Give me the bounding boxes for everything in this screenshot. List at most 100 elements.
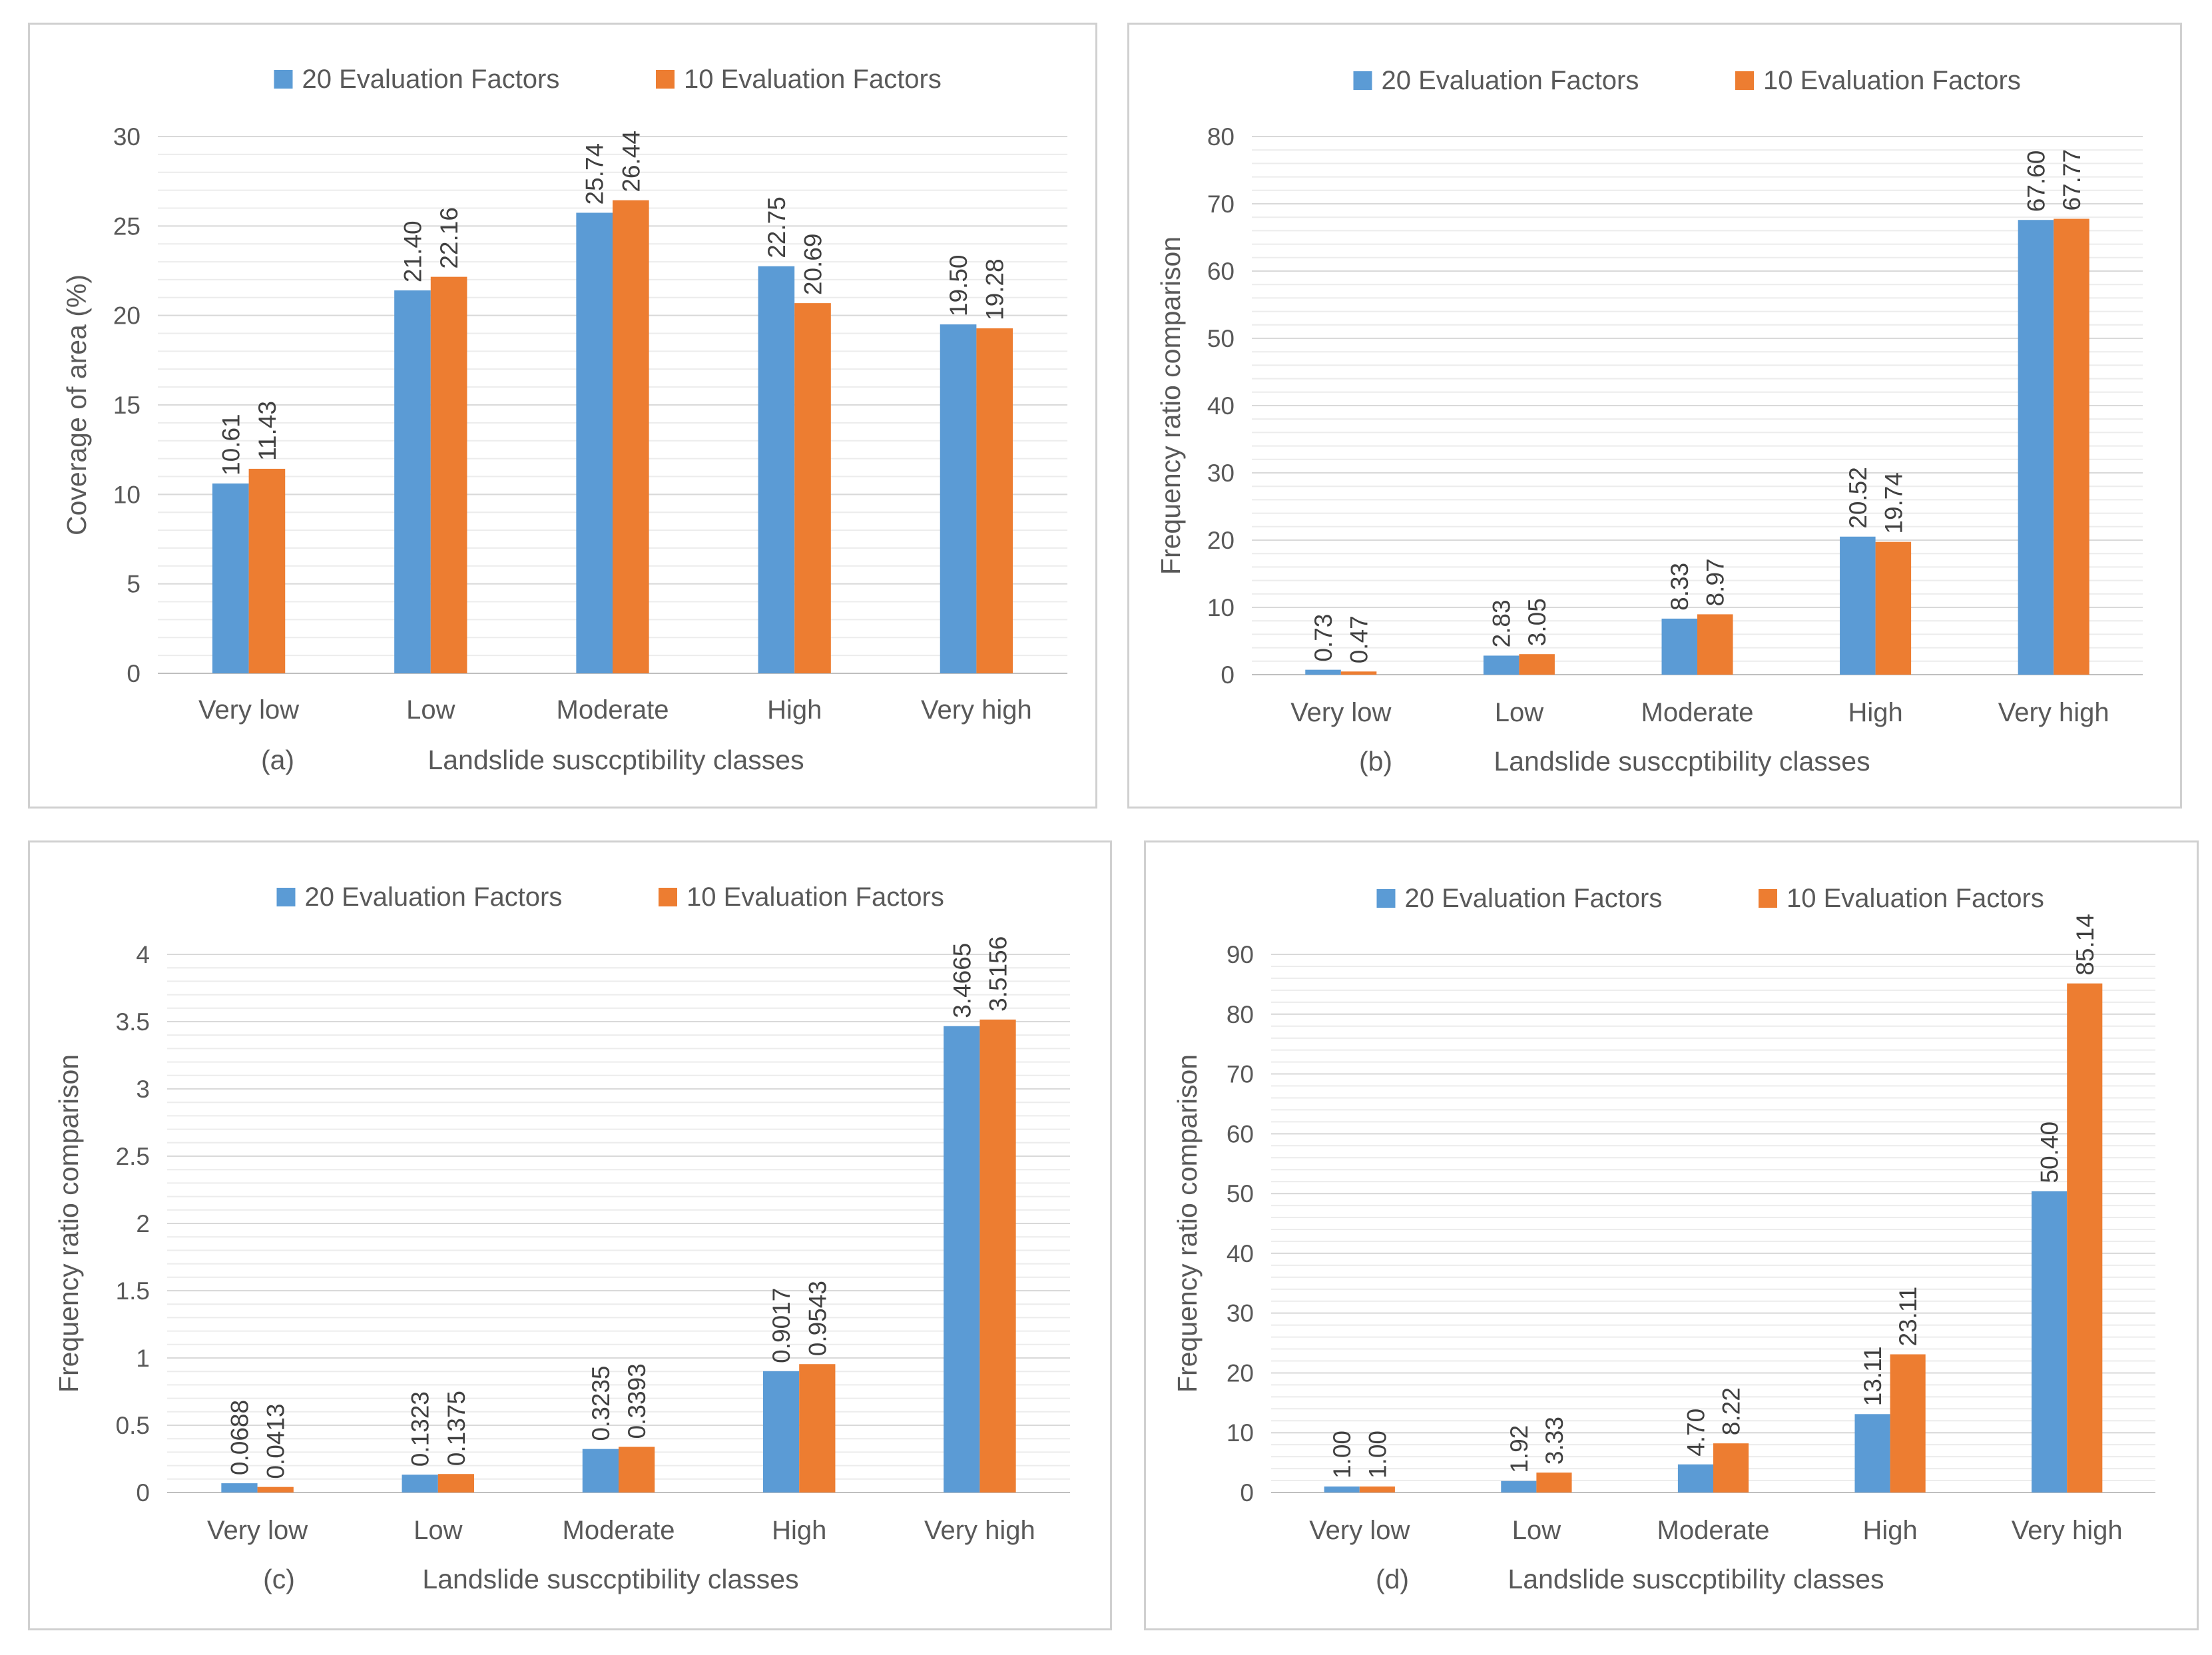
chart-d-ytick-label: 60 bbox=[1227, 1120, 1254, 1148]
chart-d-data-label: 85.14 bbox=[2072, 914, 2099, 976]
chart-a-ytick-label: 5 bbox=[127, 571, 140, 598]
chart-c-data-label: 3.4665 bbox=[948, 943, 975, 1018]
chart-a-svg: 0 5 10 15 20 25 30 10.61 11.43 Very low 21.40 22.16… bbox=[61, 65, 1067, 775]
chart-b-bar-series1 bbox=[2018, 220, 2054, 675]
chart-a-legend: 20 Evaluation Factors 10 Evaluation Facto… bbox=[274, 65, 942, 94]
chart-b-ytick-label: 30 bbox=[1207, 460, 1235, 487]
chart-a-bar-series1 bbox=[212, 483, 249, 673]
legend-swatch-series1 bbox=[1376, 889, 1396, 908]
chart-c-data-label: 0.0413 bbox=[262, 1403, 290, 1479]
chart-b-data-label: 20.52 bbox=[1844, 467, 1872, 529]
chart-a-data-label: 10.61 bbox=[217, 414, 244, 476]
chart-b-bar-series2 bbox=[1697, 614, 1733, 675]
chart-a-bar-series1 bbox=[576, 212, 613, 673]
chart-b-data-label: 67.77 bbox=[2058, 149, 2085, 211]
chart-a-bar-series2 bbox=[248, 468, 286, 673]
chart-c-category-label: Moderate bbox=[563, 1516, 675, 1545]
chart-a-data-label: 19.28 bbox=[981, 258, 1009, 320]
chart-c-y-axis-title: Frequency ratio comparison bbox=[53, 1054, 84, 1393]
legend-label-series2: 10 Evaluation Factors bbox=[687, 882, 944, 912]
chart-d-category-label: Low bbox=[1512, 1516, 1561, 1545]
chart-d-data-label: 1.00 bbox=[1328, 1431, 1356, 1479]
chart-b-y-axis-title: Frequency ratio comparison bbox=[1155, 236, 1186, 575]
chart-c-data-label: 0.1323 bbox=[407, 1391, 434, 1467]
chart-c-ytick-label: 3.5 bbox=[116, 1008, 150, 1036]
chart-d-ytick-label: 80 bbox=[1227, 1001, 1254, 1028]
chart-d-legend: 20 Evaluation Factors 10 Evaluation Facto… bbox=[1376, 884, 2044, 913]
chart-c-category-label: Very low bbox=[207, 1516, 308, 1545]
legend-swatch-series2 bbox=[1735, 71, 1754, 90]
chart-d-category-label: Very high bbox=[2012, 1516, 2123, 1545]
chart-d-y-axis-title: Frequency ratio comparison bbox=[1172, 1054, 1203, 1393]
chart-d-ytick-label: 50 bbox=[1227, 1180, 1254, 1207]
chart-d-data-label: 1.00 bbox=[1364, 1431, 1391, 1479]
chart-b-ytick-label: 70 bbox=[1207, 190, 1235, 218]
chart-b-data-label: 3.05 bbox=[1523, 598, 1551, 646]
chart-d-minor-gridlines bbox=[1271, 965, 2155, 1482]
chart-d-data-label: 4.70 bbox=[1682, 1409, 1709, 1457]
chart-c-data-label: 0.0688 bbox=[226, 1400, 253, 1475]
chart-b-bar-series1 bbox=[1483, 655, 1520, 675]
chart-c-ytick-label: 2 bbox=[136, 1210, 150, 1237]
chart-d-ytick-label: 10 bbox=[1227, 1419, 1254, 1447]
chart-c-category-label: Low bbox=[414, 1516, 462, 1545]
chart-a-data-label: 19.50 bbox=[945, 255, 972, 317]
chart-a-bar-series2 bbox=[430, 276, 467, 674]
legend-label-series1: 20 Evaluation Factors bbox=[302, 65, 560, 94]
chart-b-data-label: 2.83 bbox=[1488, 599, 1516, 647]
legend-swatch-series1 bbox=[1353, 71, 1372, 90]
chart-d-data-label: 3.33 bbox=[1541, 1417, 1568, 1465]
chart-b-panel-label: (b) bbox=[1359, 746, 1392, 777]
legend-label-series2: 10 Evaluation Factors bbox=[1787, 884, 2044, 913]
chart-b-category-label: Moderate bbox=[1641, 698, 1754, 727]
chart-c-data-label: 0.9543 bbox=[804, 1281, 831, 1356]
chart-b-ytick-label: 40 bbox=[1207, 392, 1235, 420]
chart-d-ytick-label: 40 bbox=[1227, 1240, 1254, 1267]
chart-a-data-label: 22.16 bbox=[435, 207, 463, 269]
chart-d-x-axis-title: Landslide susccptibility classes bbox=[1508, 1564, 1884, 1594]
chart-c-ytick-label: 1.5 bbox=[116, 1277, 150, 1305]
legend-label-series1: 20 Evaluation Factors bbox=[1405, 884, 1663, 913]
chart-c-bar-series2 bbox=[799, 1364, 836, 1492]
chart-panel-d: 0 10 20 30 40 50 60 70 80 90 1.00 1.00 Very low 1.92 3… bbox=[1144, 840, 2199, 1630]
chart-a-category-label: High bbox=[767, 695, 822, 725]
chart-panel-a: 0 5 10 15 20 25 30 10.61 11.43 Very low 21.40 22.16… bbox=[28, 23, 1097, 809]
chart-c-bar-series2 bbox=[437, 1474, 475, 1492]
chart-a-bar-series1 bbox=[394, 290, 431, 673]
chart-d-category-label: High bbox=[1862, 1516, 1917, 1545]
chart-d-bar-series2 bbox=[2067, 983, 2103, 1492]
chart-c-bar-series1 bbox=[762, 1371, 800, 1492]
chart-a-ytick-label: 10 bbox=[113, 481, 140, 508]
chart-a-data-label: 22.75 bbox=[763, 196, 790, 258]
chart-a-category-label: Very low bbox=[198, 695, 299, 725]
chart-d-bar-series2 bbox=[1890, 1354, 1926, 1492]
chart-c-category-label: High bbox=[772, 1516, 826, 1545]
chart-c-data-label: 0.9017 bbox=[768, 1288, 795, 1363]
chart-b-ytick-label: 20 bbox=[1207, 527, 1235, 554]
chart-c-data-label: 3.5156 bbox=[985, 936, 1012, 1012]
chart-a-bar-series2 bbox=[794, 303, 831, 673]
chart-c-x-axis-title: Landslide susccptibility classes bbox=[422, 1564, 798, 1594]
chart-d-bar-series2 bbox=[1713, 1443, 1749, 1492]
chart-b-data-label: 8.97 bbox=[1702, 558, 1729, 606]
legend-label-series1: 20 Evaluation Factors bbox=[1382, 66, 1639, 95]
chart-b-svg: 0 10 20 30 40 50 60 70 80 0.73 0.47 Very low 2.83 3.0… bbox=[1155, 66, 2143, 777]
chart-c-category-label: Very high bbox=[924, 1516, 1035, 1545]
legend-swatch-series1 bbox=[276, 888, 296, 906]
chart-b-data-label: 8.33 bbox=[1666, 563, 1693, 611]
chart-a-category-label: Low bbox=[406, 695, 455, 725]
chart-a-data-label: 25.74 bbox=[581, 143, 609, 205]
chart-d-data-label: 1.92 bbox=[1506, 1425, 1533, 1473]
chart-c-ytick-label: 2.5 bbox=[116, 1143, 150, 1170]
chart-d-ytick-label: 20 bbox=[1227, 1359, 1254, 1387]
chart-b-bar-series2 bbox=[1875, 541, 1912, 675]
chart-a-ytick-label: 15 bbox=[113, 392, 140, 419]
chart-b-ytick-label: 80 bbox=[1207, 123, 1235, 151]
chart-c-ytick-label: 0 bbox=[136, 1479, 150, 1506]
chart-a-bar-series2 bbox=[613, 200, 649, 673]
chart-b-legend: 20 Evaluation Factors 10 Evaluation Facto… bbox=[1353, 66, 2021, 95]
chart-b-ytick-label: 50 bbox=[1207, 325, 1235, 352]
legend-label-series1: 20 Evaluation Factors bbox=[305, 882, 563, 912]
chart-b-data-label: 67.60 bbox=[2022, 151, 2050, 212]
chart-b-category-label: High bbox=[1848, 698, 1902, 727]
